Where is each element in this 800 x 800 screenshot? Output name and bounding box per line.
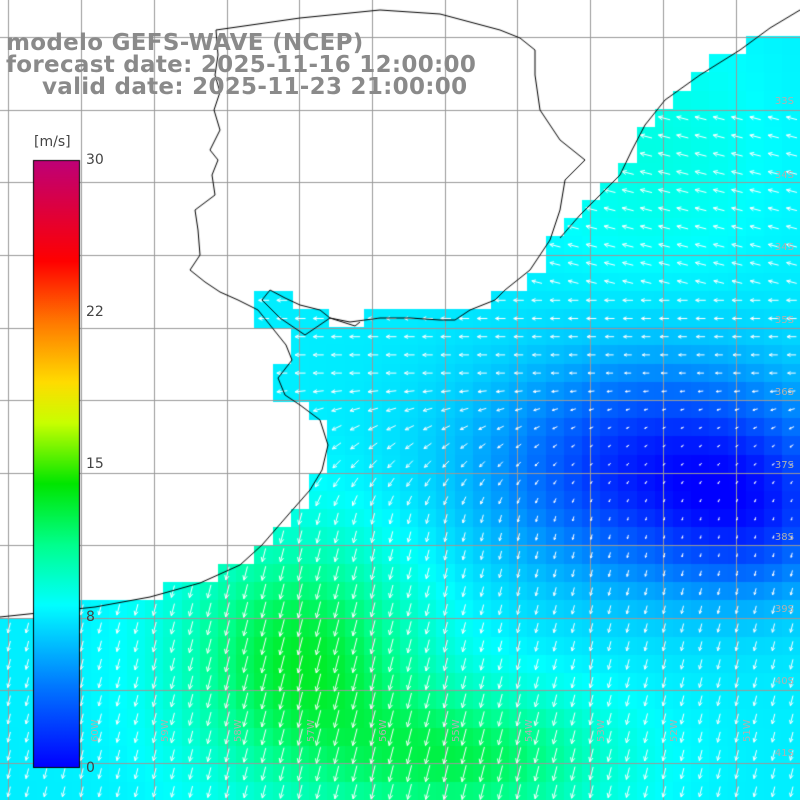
- lat-label: 34S: [774, 170, 794, 181]
- lon-label: 53W: [596, 719, 607, 742]
- lon-label: 56W: [378, 719, 389, 742]
- title-model: modelo GEFS-WAVE (NCEP): [6, 30, 364, 56]
- lon-label: 51W: [742, 719, 753, 742]
- lat-label: 39S: [774, 604, 794, 615]
- lat-label: 40S: [774, 676, 794, 687]
- lon-label: 57W: [306, 719, 317, 742]
- lat-label: 36S: [774, 387, 794, 398]
- title-valid-date: valid date: 2025-11-23 21:00:00: [42, 74, 468, 100]
- colorbar-tick-0: 0: [86, 760, 95, 776]
- lat-label: 37S: [774, 460, 794, 471]
- lon-label: 54W: [524, 719, 535, 742]
- lon-label: 52W: [669, 719, 680, 742]
- colorbar-unit: [m/s]: [34, 134, 71, 150]
- colorbar-tick-30: 30: [86, 152, 104, 168]
- title-forecast-date: forecast date: 2025-11-16 12:00:00: [6, 52, 477, 78]
- colorbar-tick-8: 8: [86, 609, 95, 625]
- lat-label: 33S: [774, 96, 794, 107]
- lon-label: 55W: [451, 719, 462, 742]
- lat-label: 34S: [774, 242, 794, 253]
- lat-label: 41S: [774, 748, 794, 759]
- lon-label: 58W: [233, 719, 244, 742]
- lat-label: 35S: [774, 315, 794, 326]
- colorbar-tick-22: 22: [86, 304, 104, 320]
- colorbar-tick-15: 15: [86, 456, 104, 472]
- lon-label: 59W: [160, 719, 171, 742]
- lon-label: 60W: [90, 719, 101, 742]
- lat-label: 38S: [774, 532, 794, 543]
